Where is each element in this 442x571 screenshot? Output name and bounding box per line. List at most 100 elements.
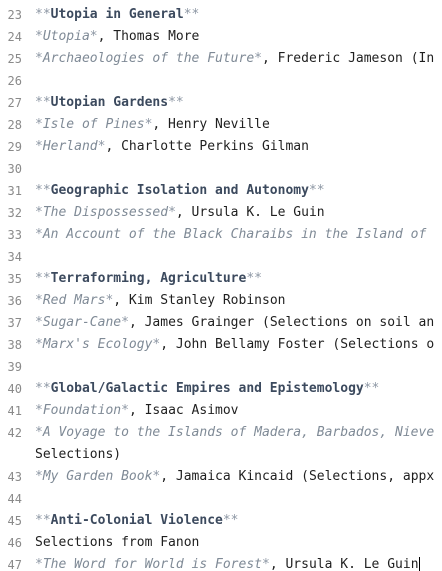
line-number: 25 [7,52,22,66]
markdown-marker: * [35,315,43,330]
line-text[interactable]: Selections from Fanon [35,532,199,554]
plain-text: , Charlotte Perkins Gilman [105,139,309,154]
italic-title: Sugar-Cane [42,315,122,330]
line-number: 33 [7,228,22,242]
editor-line[interactable]: 28 *Isle of Pines*, Henry Neville [0,114,442,136]
editor-line[interactable]: 46 Selections from Fanon [0,532,442,554]
editor-line[interactable]: 36 *Red Mars*, Kim Stanley Robinson [0,290,442,312]
heading-text: Utopia in General [50,7,184,22]
editor-line[interactable]: 38 *Marx's Ecology*, John Bellamy Foster … [0,334,442,356]
plain-text: , Ursula K. Le Guin [269,557,419,571]
editor-line[interactable]: 39 [0,356,442,378]
line-number: 41 [7,404,22,418]
markdown-marker: * [35,425,43,440]
editor-line[interactable]: 27 **Utopian Gardens** [0,92,442,114]
line-text[interactable]: *Marx's Ecology*, John Bellamy Foster (S… [35,334,434,356]
editor-line[interactable]: 29 *Herland*, Charlotte Perkins Gilman [0,136,442,158]
editor-line[interactable]: 34 [0,246,442,268]
heading-text: Anti-Colonial Violence [50,513,223,528]
line-text[interactable]: *Foundation*, Isaac Asimov [35,400,239,422]
editor-line[interactable]: 40 **Global/Galactic Empires and Epistemo… [0,378,442,400]
line-number: 39 [7,360,22,374]
italic-title: Red Mars [42,293,106,308]
heading-text: Global/Galactic Empires and Epistemology [50,381,364,396]
line-text[interactable]: **Utopia in General** [35,4,199,26]
line-text[interactable]: *Red Mars*, Kim Stanley Robinson [35,290,285,312]
line-text[interactable]: *The Dispossessed*, Ursula K. Le Guin [35,202,325,224]
line-text[interactable]: *Utopia*, Thomas More [35,26,199,48]
line-text[interactable]: **Terraforming, Agriculture** [35,268,262,290]
editor-line[interactable]: 35 **Terraforming, Agriculture** [0,268,442,290]
line-text[interactable]: **Utopian Gardens** [35,92,184,114]
markdown-marker: * [35,205,43,220]
line-text[interactable]: *My Garden Book*, Jamaica Kincaid (Selec… [35,466,434,488]
heading-text: Geographic Isolation and Autonomy [50,183,309,198]
plain-text: , Henry Neville [152,117,270,132]
plain-text: Selections from Fanon [35,535,200,550]
markdown-marker: ** [363,381,380,396]
line-text[interactable]: *An Account of the Black Charaibs in the… [35,224,426,246]
line-number: 44 [7,492,22,506]
editor-line[interactable]: 37 *Sugar-Cane*, James Grainger (Selectio… [0,312,442,334]
editor-line[interactable]: 42 *A Voyage to the Islands of Madera, Ba… [0,422,442,444]
line-text[interactable]: Selections) [35,444,121,466]
line-text[interactable]: **Anti-Colonial Violence** [35,510,239,532]
line-number: 45 [7,514,22,528]
editor-line[interactable]: 24 *Utopia*, Thomas More [0,26,442,48]
line-number: 37 [7,316,22,330]
markdown-marker: * [35,403,43,418]
line-text[interactable]: *Isle of Pines*, Henry Neville [35,114,270,136]
editor-line[interactable]: 30 [0,158,442,180]
line-text[interactable]: **Geographic Isolation and Autonomy** [35,180,325,202]
italic-title: Herland [42,139,98,154]
italic-title: A Voyage to the Islands of Madera, Barba… [42,425,435,440]
markdown-marker: ** [35,95,51,110]
markdown-marker: * [152,469,161,484]
markdown-marker: ** [35,271,51,286]
editor-line[interactable]: 43 *My Garden Book*, Jamaica Kincaid (Sel… [0,466,442,488]
line-number: 38 [7,338,22,352]
markdown-marker: * [35,51,43,66]
italic-title: The Word for World is Forest [42,557,262,571]
markdown-marker: ** [35,7,51,22]
line-text[interactable]: *Herland*, Charlotte Perkins Gilman [35,136,309,158]
editor-line[interactable]: 25 *Archaeologies of the Future*, Frederi… [0,48,442,70]
line-text[interactable]: *Sugar-Cane*, James Grainger (Selections… [35,312,434,334]
line-text[interactable]: *A Voyage to the Islands of Madera, Barb… [35,422,434,444]
editor-line[interactable]: 32 *The Dispossessed*, Ursula K. Le Guin [0,202,442,224]
editor-line[interactable]: 44 [0,488,442,510]
line-number: 28 [7,118,22,132]
markdown-marker: * [105,293,114,308]
line-number: 43 [7,470,22,484]
line-number: 27 [7,96,22,110]
markdown-marker: * [35,557,43,571]
editor-line[interactable]: 47 *The Word for World is Forest*, Ursula… [0,554,442,571]
markdown-marker: ** [183,7,200,22]
line-text[interactable]: *Archaeologies of the Future*, Frederic … [35,48,434,70]
line-text[interactable]: *The Word for World is Forest*, Ursula K… [35,554,420,571]
plain-text: , Isaac Asimov [128,403,239,418]
editor-line[interactable]: 23 **Utopia in General** [0,4,442,26]
markdown-marker: * [35,469,43,484]
editor-line[interactable]: 45 **Anti-Colonial Violence** [0,510,442,532]
line-number: 30 [7,162,22,176]
line-number: 35 [7,272,22,286]
plain-text: Selections) [35,447,122,462]
heading-text: Utopian Gardens [50,95,169,110]
line-number: 40 [7,382,22,396]
italic-title: My Garden Book [42,469,153,484]
line-number: 36 [7,294,22,308]
editor-line[interactable]: 33 *An Account of the Black Charaibs in t… [0,224,442,246]
markdown-marker: * [35,139,43,154]
italic-title: An Account of the Black Charaibs in the … [42,227,427,242]
editor-line[interactable]: 26 [0,70,442,92]
editor-line[interactable]: Selections) [0,444,442,466]
italic-title: Marx's Ecology [42,337,153,352]
italic-title: Archaeologies of the Future [42,51,255,66]
editor-line[interactable]: 41 *Foundation*, Isaac Asimov [0,400,442,422]
markdown-marker: * [144,117,153,132]
editor-line[interactable]: 31 **Geographic Isolation and Autonomy** [0,180,442,202]
line-text[interactable]: **Global/Galactic Empires and Epistemolo… [35,378,379,400]
line-number: 42 [7,426,22,440]
